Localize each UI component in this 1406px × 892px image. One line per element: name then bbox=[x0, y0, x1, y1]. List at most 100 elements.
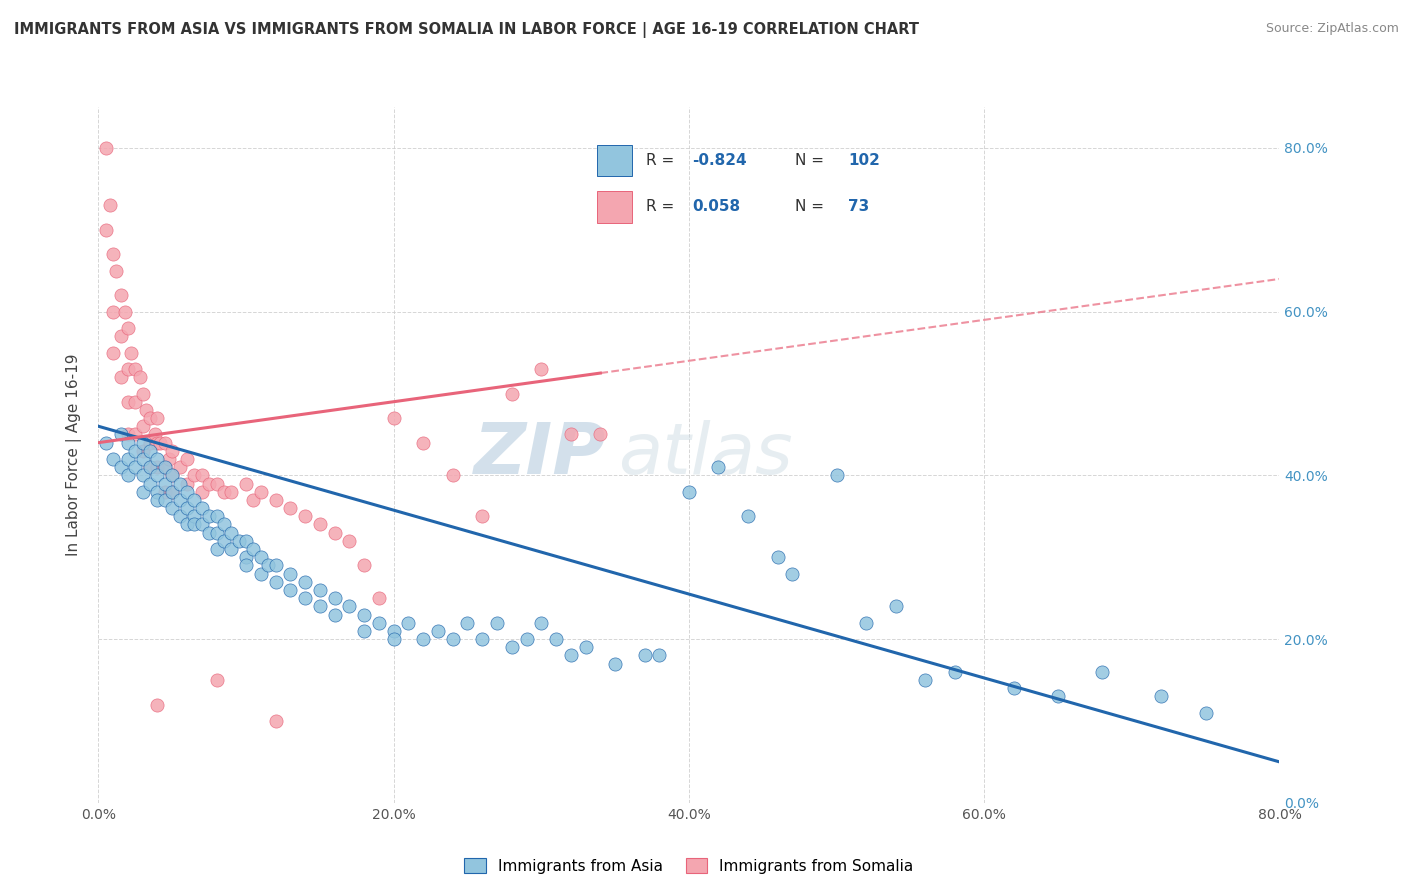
Point bbox=[94, 141, 117, 155]
Point bbox=[219, 525, 242, 540]
Point bbox=[264, 558, 287, 573]
Point bbox=[339, 599, 360, 614]
Point bbox=[124, 460, 146, 475]
Point bbox=[560, 648, 582, 663]
Point bbox=[382, 624, 405, 638]
Point bbox=[396, 615, 419, 630]
Point bbox=[162, 443, 183, 458]
Point bbox=[176, 517, 198, 532]
Point bbox=[132, 452, 155, 467]
Point bbox=[368, 615, 391, 630]
Point bbox=[128, 370, 150, 384]
Point bbox=[146, 411, 169, 425]
Point bbox=[825, 468, 848, 483]
Point bbox=[456, 615, 478, 630]
Point bbox=[235, 533, 257, 548]
Point bbox=[294, 591, 316, 606]
Point bbox=[368, 591, 391, 606]
Point bbox=[382, 411, 405, 425]
Point bbox=[412, 435, 434, 450]
Point bbox=[633, 648, 655, 663]
Point bbox=[153, 460, 176, 475]
Point bbox=[103, 304, 125, 318]
Text: Source: ZipAtlas.com: Source: ZipAtlas.com bbox=[1265, 22, 1399, 36]
Point bbox=[278, 501, 302, 516]
Point bbox=[110, 329, 132, 343]
Point bbox=[146, 435, 169, 450]
Text: ZIP: ZIP bbox=[474, 420, 606, 490]
Point bbox=[219, 484, 242, 499]
Point bbox=[117, 452, 139, 467]
Point bbox=[353, 607, 375, 622]
Point bbox=[176, 452, 198, 467]
Point bbox=[242, 542, 264, 557]
Point bbox=[153, 435, 176, 450]
Point bbox=[205, 509, 228, 524]
Point bbox=[219, 542, 242, 557]
Point bbox=[117, 394, 139, 409]
Point bbox=[515, 632, 537, 646]
Point bbox=[235, 476, 257, 491]
Point bbox=[110, 460, 132, 475]
Point bbox=[162, 468, 183, 483]
Point bbox=[183, 517, 205, 532]
Point bbox=[124, 394, 146, 409]
Point bbox=[135, 403, 157, 417]
Text: IMMIGRANTS FROM ASIA VS IMMIGRANTS FROM SOMALIA IN LABOR FORCE | AGE 16-19 CORRE: IMMIGRANTS FROM ASIA VS IMMIGRANTS FROM … bbox=[14, 22, 920, 38]
Point bbox=[501, 386, 523, 401]
Point bbox=[162, 484, 183, 499]
Point bbox=[176, 484, 198, 499]
Point bbox=[205, 476, 228, 491]
Point bbox=[146, 452, 169, 467]
Point bbox=[205, 542, 228, 557]
Point bbox=[94, 223, 117, 237]
Point bbox=[235, 558, 257, 573]
Point bbox=[117, 468, 139, 483]
Point bbox=[120, 345, 142, 359]
Point bbox=[183, 492, 205, 507]
Point bbox=[146, 698, 169, 712]
Point bbox=[114, 304, 136, 318]
Point bbox=[139, 435, 162, 450]
Point bbox=[183, 468, 205, 483]
Point bbox=[782, 566, 804, 581]
Point bbox=[110, 288, 132, 302]
Point bbox=[191, 501, 214, 516]
Point bbox=[1046, 690, 1069, 704]
Point bbox=[737, 509, 759, 524]
Point bbox=[162, 468, 183, 483]
Point bbox=[132, 419, 155, 434]
Point bbox=[176, 501, 198, 516]
Point bbox=[471, 509, 494, 524]
Point bbox=[198, 509, 221, 524]
Point bbox=[132, 484, 155, 499]
Point bbox=[294, 509, 316, 524]
Point bbox=[191, 484, 214, 499]
Point bbox=[98, 198, 121, 212]
Point bbox=[146, 460, 169, 475]
Point bbox=[589, 427, 612, 442]
Point bbox=[198, 476, 221, 491]
Point bbox=[855, 615, 877, 630]
Point bbox=[149, 435, 172, 450]
Point bbox=[153, 484, 176, 499]
Point bbox=[441, 468, 464, 483]
Point bbox=[501, 640, 523, 655]
Point bbox=[441, 632, 464, 646]
Point bbox=[605, 657, 627, 671]
Text: atlas: atlas bbox=[619, 420, 793, 490]
Point bbox=[294, 574, 316, 589]
Point bbox=[110, 427, 132, 442]
Point bbox=[169, 476, 191, 491]
Point bbox=[309, 582, 332, 597]
Point bbox=[169, 460, 191, 475]
Point bbox=[124, 427, 146, 442]
Point bbox=[235, 550, 257, 565]
Point bbox=[205, 525, 228, 540]
Point bbox=[1091, 665, 1114, 679]
Point bbox=[323, 607, 346, 622]
Point bbox=[242, 492, 264, 507]
Point bbox=[278, 566, 302, 581]
Point bbox=[530, 615, 553, 630]
Point bbox=[103, 247, 125, 261]
